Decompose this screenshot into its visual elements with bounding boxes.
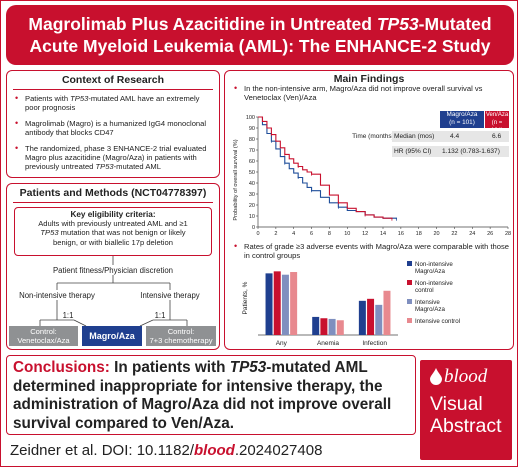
legend-label: Magro/Aza	[415, 268, 445, 275]
bar-category-label: Anemia	[317, 340, 339, 347]
km-x-tick-label: 8	[328, 231, 331, 237]
legend-label: Intensive control	[415, 318, 460, 325]
bar-category-label: Infection	[362, 340, 387, 347]
bar	[383, 290, 391, 335]
intensive-label: Intensive therapy	[140, 291, 200, 300]
km-y-tick-label: 90	[249, 126, 255, 132]
km-xlabel: Time (months)	[352, 133, 394, 140]
km-x-tick-label: 12	[362, 231, 368, 237]
context-bullet: Magrolimab (Magro) is a humanized IgG4 m…	[15, 119, 213, 138]
discretion-label: Patient fitness/Physician discretion	[52, 266, 174, 275]
km-row-hr: HR (95% CI) 1.132 (0.783-1.637)	[392, 146, 509, 157]
bar	[281, 274, 289, 335]
nonintensive-label: Non-intensive therapy	[19, 291, 95, 300]
title-line-1: Magrolimab Plus Azacitidine in Untreated…	[28, 14, 492, 34]
km-x-tick-label: 10	[344, 231, 350, 237]
bar	[367, 298, 375, 335]
km-x-tick-label: 18	[416, 231, 422, 237]
blood-visual-abstract-logo: blood Visual Abstract	[420, 360, 512, 460]
bar	[358, 300, 366, 335]
blood-drop-icon	[430, 368, 442, 385]
eligibility-line-2: TP53 mutation that was not benign or lik…	[40, 228, 186, 238]
km-y-tick-label: 40	[249, 181, 255, 187]
control-ven-aza-box: Control: Venetoclax/Aza	[9, 326, 78, 346]
bar-category-label: Any	[276, 340, 288, 347]
km-x-tick-label: 26	[487, 231, 493, 237]
km-x-tick-label: 22	[451, 231, 457, 237]
legend-label: Non-intensive	[415, 261, 453, 268]
bar	[320, 318, 328, 335]
legend-swatch	[407, 299, 412, 304]
findings-bullet-2: Rates of grade ≥3 adverse events with Ma…	[226, 242, 520, 267]
km-x-tick-label: 28	[505, 231, 511, 237]
km-y-tick-label: 70	[249, 148, 255, 154]
km-y-tick-label: 100	[246, 115, 255, 121]
findings-title: Main Findings	[333, 73, 405, 85]
eligibility-line-1: Adults with previously untreated AML and…	[38, 219, 188, 229]
km-ylabel: Probability of overall survival (%)	[233, 139, 239, 220]
km-series-line	[258, 116, 393, 220]
eligibility-line-3: benign, or with biallelic 17p deletion	[53, 237, 173, 247]
title-banner: Magrolimab Plus Azacitidine in Untreated…	[6, 5, 514, 65]
bar-ylabel: Patients, %	[242, 281, 249, 314]
findings-bullet-1: In the non-intensive arm, Magro/Aza did …	[226, 84, 520, 109]
title-line-2: Acute Myeloid Leukemia (AML): The ENHANC…	[29, 36, 491, 56]
km-x-tick-label: 0	[256, 231, 259, 237]
bar	[265, 273, 273, 335]
ratio-label: 1:1	[154, 311, 166, 320]
bar	[375, 304, 383, 335]
control-chemo-box: Control: 7+3 chemotherapy	[146, 326, 216, 346]
km-y-tick-label: 10	[249, 214, 255, 220]
legend-label: Non-intensive	[415, 280, 453, 287]
conclusion-box: Conclusions: In patients with TP53-mutat…	[6, 355, 416, 435]
context-title: Context of Research	[13, 74, 213, 90]
km-x-tick-label: 20	[434, 231, 440, 237]
legend-label: control	[415, 287, 434, 294]
legend-swatch	[407, 261, 412, 266]
magro-aza-box: Magro/Aza	[82, 326, 142, 346]
context-bullet: Patients with TP53-mutated AML have an e…	[15, 94, 213, 113]
km-y-tick-label: 80	[249, 137, 255, 143]
km-y-tick-label: 0	[252, 225, 255, 231]
legend-swatch	[407, 318, 412, 323]
eligibility-box: Key eligibility criteria: Adults with pr…	[14, 207, 212, 256]
legend-label: Magro/Aza	[415, 306, 445, 313]
km-y-tick-label: 50	[249, 170, 255, 176]
context-bullets: Patients with TP53-mutated AML have an e…	[7, 94, 219, 172]
legend-label: Intensive	[415, 299, 440, 306]
eligibility-title: Key eligibility criteria:	[70, 210, 156, 219]
km-y-tick-label: 30	[249, 192, 255, 198]
bar	[312, 316, 320, 335]
km-y-tick-label: 20	[249, 203, 255, 209]
methods-panel: Patients and Methods (NCT04778397)	[6, 183, 220, 350]
context-panel: Context of Research Patients with TP53-m…	[6, 70, 220, 178]
bar	[290, 272, 298, 335]
citation: Zeidner et al. DOI: 10.1182/blood.202402…	[10, 442, 323, 459]
km-x-tick-label: 16	[398, 231, 404, 237]
context-bullet: The randomized, phase 3 ENHANCE-2 trial …	[15, 144, 213, 172]
km-col-magro: Magro/Aza (n = 101)	[440, 111, 484, 128]
km-x-tick-label: 4	[292, 231, 295, 237]
bar	[328, 318, 336, 335]
km-row-median: Median (mos) 4.4 6.6	[392, 131, 509, 142]
methods-title: Patients and Methods (NCT04778397)	[13, 187, 213, 203]
km-x-tick-label: 2	[274, 231, 277, 237]
bar	[336, 320, 344, 335]
km-y-tick-label: 60	[249, 159, 255, 165]
km-x-tick-label: 6	[310, 231, 313, 237]
bar	[273, 271, 281, 335]
km-x-tick-label: 14	[380, 231, 386, 237]
legend-swatch	[407, 280, 412, 285]
km-x-tick-label: 24	[469, 231, 475, 237]
ratio-label: 1:1	[62, 311, 74, 320]
